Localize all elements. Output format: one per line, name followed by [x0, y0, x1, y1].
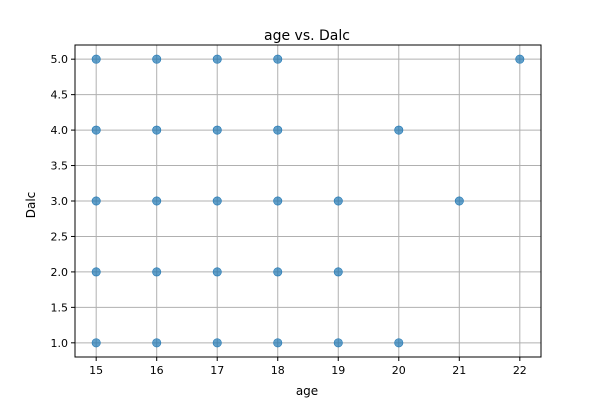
x-axis-ticks: 15 16 17 18 19 20 21 22: [89, 357, 527, 377]
data-point: [91, 196, 101, 206]
x-tick-label: 17: [210, 364, 224, 377]
data-point: [515, 54, 525, 64]
x-axis-label: age: [296, 384, 318, 398]
data-point: [394, 338, 404, 348]
y-tick-label: 4.0: [51, 124, 69, 137]
y-tick-label: 3.0: [51, 195, 69, 208]
x-tick-label: 18: [271, 364, 285, 377]
x-tick-label: 21: [452, 364, 466, 377]
data-point: [152, 125, 162, 135]
x-tick-label: 20: [392, 364, 406, 377]
data-point: [91, 125, 101, 135]
data-point: [152, 196, 162, 206]
data-point: [212, 125, 222, 135]
data-point: [212, 196, 222, 206]
chart-title: age vs. Dalc: [264, 28, 350, 44]
data-point: [212, 267, 222, 277]
y-tick-label: 5.0: [51, 53, 69, 66]
data-point: [273, 125, 283, 135]
data-point: [394, 125, 404, 135]
data-point: [91, 54, 101, 64]
data-point: [91, 338, 101, 348]
data-point: [454, 196, 464, 206]
data-point: [212, 338, 222, 348]
x-tick-label: 15: [89, 364, 103, 377]
y-tick-label: 4.5: [51, 89, 69, 102]
y-axis-label: Dalc: [24, 192, 38, 219]
y-axis-ticks: 1.0 1.5 2.0 2.5 3.0 3.5 4.0 4.5 5.0: [51, 53, 75, 350]
x-tick-label: 19: [331, 364, 345, 377]
data-point: [273, 338, 283, 348]
y-tick-label: 3.5: [51, 160, 69, 173]
data-point: [152, 267, 162, 277]
data-points: [91, 54, 525, 348]
x-tick-label: 16: [150, 364, 164, 377]
data-point: [333, 267, 343, 277]
data-point: [91, 267, 101, 277]
y-tick-label: 1.0: [51, 337, 69, 350]
data-point: [152, 54, 162, 64]
data-point: [152, 338, 162, 348]
data-point: [273, 267, 283, 277]
x-tick-label: 22: [513, 364, 527, 377]
data-point: [333, 196, 343, 206]
data-point: [333, 338, 343, 348]
data-point: [273, 196, 283, 206]
y-tick-label: 1.5: [51, 301, 69, 314]
y-tick-label: 2.0: [51, 266, 69, 279]
y-tick-label: 2.5: [51, 230, 69, 243]
data-point: [212, 54, 222, 64]
data-point: [273, 54, 283, 64]
